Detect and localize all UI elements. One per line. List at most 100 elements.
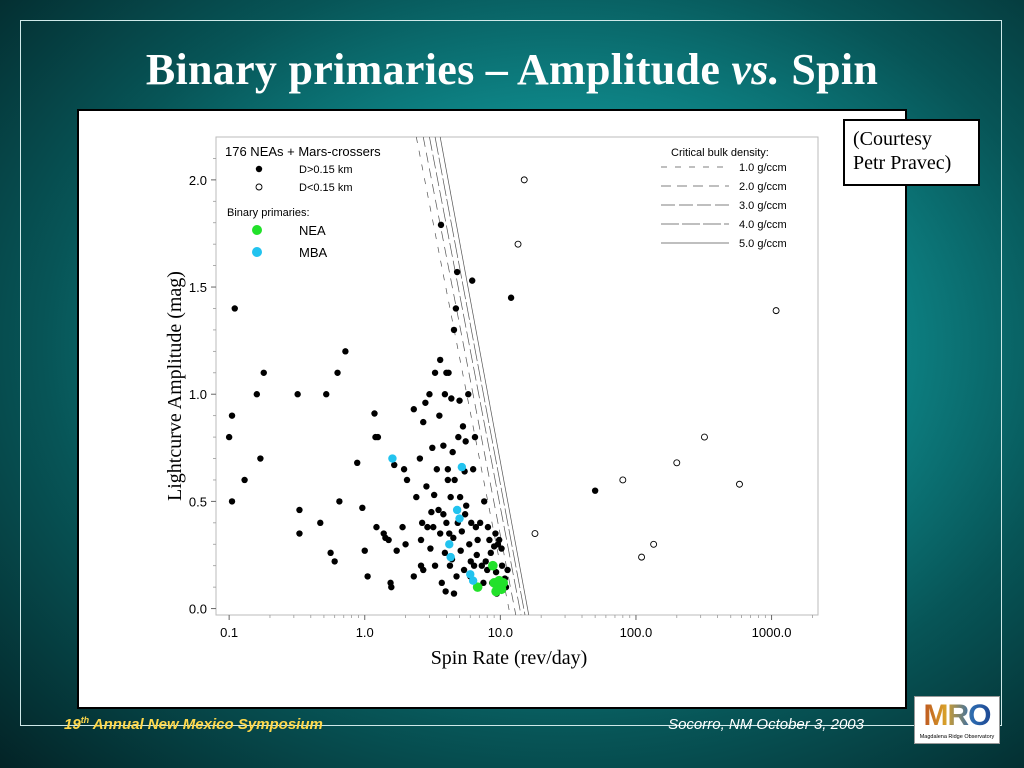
point-large: [484, 566, 491, 574]
point-large: [436, 530, 444, 537]
point-large: [472, 523, 480, 531]
point-large: [448, 395, 455, 402]
point-mba: [468, 576, 478, 585]
point-small: [673, 459, 681, 467]
point-large: [420, 418, 427, 426]
density-line: [429, 136, 522, 616]
point-large: [444, 476, 452, 484]
point-large: [416, 455, 424, 462]
point-mba: [452, 505, 462, 515]
x-tick-label: 100.0: [620, 625, 653, 640]
courtesy-note: (Courtesy Petr Pravec): [843, 119, 980, 186]
point-small: [650, 540, 658, 548]
point-large: [253, 391, 261, 398]
scatter-chart: 0.1 1.0 10.0 100.0 1000.0 0.0 0.5 1.0 1.5 2.0 176…: [164, 136, 819, 669]
point-mba: [445, 540, 454, 549]
point-large: [447, 493, 454, 501]
point-large: [257, 455, 264, 462]
point-large: [327, 549, 334, 557]
point-large: [402, 541, 409, 548]
point-large: [410, 406, 417, 413]
point-large: [446, 562, 454, 569]
legend-mba-marker: [252, 247, 262, 257]
point-large: [461, 511, 469, 518]
point-large: [422, 399, 429, 406]
y-tick-label: 0.5: [189, 494, 207, 509]
footer-symposium: 19th Annual New Mexico Symposium: [64, 715, 323, 733]
point-large: [498, 562, 506, 569]
point-large: [480, 579, 487, 587]
legend-nea-label: NEA: [299, 223, 326, 238]
legend-density-label: 1.0 g/ccm: [739, 162, 787, 174]
point-large: [420, 566, 427, 574]
point-large: [450, 326, 458, 334]
point-mba: [388, 454, 397, 463]
point-large: [442, 588, 449, 595]
legend-small-marker: [255, 183, 263, 191]
mro-logo: MRO Magdalena Ridge Observatory: [914, 696, 1000, 744]
point-large: [468, 519, 475, 527]
legend-small-label: D<0.15 km: [299, 182, 353, 194]
point-large: [462, 438, 469, 445]
point-large: [359, 504, 366, 512]
footer-text: Annual New Mexico Symposium: [89, 716, 323, 733]
point-large: [456, 493, 464, 501]
point-large: [504, 566, 511, 574]
point-large: [450, 534, 457, 542]
legend-density-label: 3.0 g/ccm: [739, 200, 787, 212]
point-large: [463, 502, 470, 509]
point-large: [441, 549, 449, 557]
logo-mark: MRO: [919, 699, 995, 733]
data-points: [225, 176, 780, 597]
point-large: [451, 476, 458, 484]
point-large: [391, 461, 398, 469]
courtesy-line-2: Petr Pravec): [853, 152, 952, 174]
y-tick-label: 1.5: [189, 280, 207, 295]
point-large: [410, 573, 417, 580]
point-large: [260, 369, 267, 376]
point-large: [495, 536, 503, 544]
point-large: [456, 397, 463, 404]
point-large: [482, 558, 489, 565]
point-large: [465, 391, 472, 398]
point-large: [436, 412, 443, 419]
density-line: [422, 136, 517, 616]
point-large: [457, 547, 464, 554]
x-tick-label: 1.0: [356, 625, 374, 640]
title-end: Spin: [780, 45, 879, 94]
point-small: [772, 307, 780, 315]
point-large: [469, 466, 477, 473]
title-main: Binary primaries – Amplitude: [145, 45, 732, 94]
point-large: [474, 536, 481, 544]
point-large: [469, 277, 476, 284]
point-large: [478, 562, 486, 569]
point-large: [466, 541, 473, 548]
point-large: [427, 545, 434, 552]
point-large: [438, 579, 445, 587]
point-large: [428, 508, 435, 516]
point-large: [484, 523, 492, 531]
legend-nea-marker: [252, 225, 262, 235]
y-axis-label: Lightcurve Amplitude (mag): [164, 271, 186, 501]
legend-mba-label: MBA: [299, 245, 328, 260]
point-large: [486, 536, 493, 544]
point-large: [393, 547, 400, 554]
legend-title: 176 NEAs + Mars-crossers: [225, 144, 381, 159]
point-large: [374, 433, 382, 441]
point-large: [296, 530, 303, 537]
point-large: [492, 568, 500, 576]
point-large: [458, 528, 466, 535]
point-large: [231, 305, 238, 312]
point-large: [241, 476, 248, 484]
density-line: [434, 136, 526, 616]
point-large: [403, 476, 411, 484]
point-large: [470, 562, 478, 569]
point-large: [294, 391, 301, 398]
point-large: [317, 519, 324, 527]
point-small: [514, 240, 522, 248]
point-large: [385, 536, 392, 544]
point-large: [436, 356, 444, 364]
point-small: [619, 476, 627, 484]
point-large: [371, 410, 378, 417]
point-mba: [446, 552, 455, 562]
